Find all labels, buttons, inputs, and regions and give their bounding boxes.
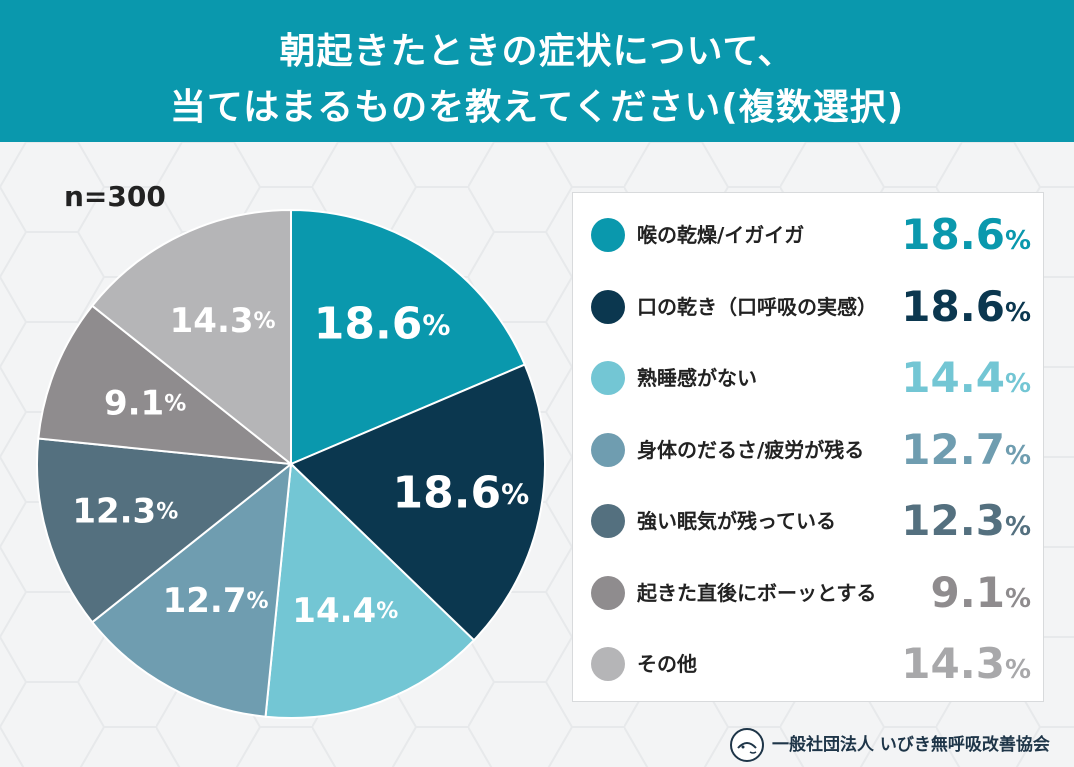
- footer-credit: 一般社団法人 いびき無呼吸改善協会: [730, 728, 1060, 762]
- pie-slice-6: [37, 304, 295, 466]
- pie-slice-label-2: 18.6%: [393, 467, 530, 518]
- pie-slice-7: [90, 208, 292, 467]
- pie-slice-label-5: 12.3%: [72, 491, 178, 531]
- legend-swatch-4: [591, 432, 625, 467]
- legend-value-6: 9.1%: [930, 567, 1031, 617]
- pie-slice-label-3: 14.4%: [292, 590, 398, 630]
- legend-swatch-6: [591, 575, 625, 610]
- legend-panel: 喉の乾燥/イガイガ 18.6% 口の乾き（口呼吸の実感） 18.6% 熟睡感がない 14.…: [572, 192, 1044, 702]
- pie-slice-label-7: 14.3%: [170, 301, 276, 341]
- pie-slice-label-1: 18.6%: [314, 298, 451, 349]
- pie-slice-5: [36, 437, 294, 624]
- sample-size-label: n=300: [64, 180, 166, 213]
- pie-slice-4: [90, 461, 293, 718]
- title-line-2: 当てはまるものを教えてください(複数選択): [169, 87, 905, 128]
- legend-value-7: 14.3%: [901, 639, 1031, 688]
- legend-value-1: 18.6%: [901, 210, 1031, 259]
- legend-item-3: 熟睡感がない 14.4%: [573, 342, 1043, 414]
- legend-item-4: 身体のだるさ/疲労が残る 12.7%: [573, 414, 1043, 486]
- legend-swatch-2: [591, 289, 625, 324]
- pie-slice-1: [290, 208, 527, 466]
- legend-value-4: 12.7%: [901, 424, 1031, 474]
- legend-item-1: 喉の乾燥/イガイガ 18.6%: [573, 199, 1043, 271]
- legend-label-6: 起きた直後にボーッとする: [637, 580, 877, 605]
- header-banner: 朝起きたときの症状について、 当てはまるものを教えてください(複数選択): [0, 0, 1074, 142]
- legend-swatch-5: [591, 504, 625, 538]
- legend-label-7: その他: [637, 652, 697, 676]
- legend-item-6: 起きた直後にボーッとする 9.1%: [573, 557, 1043, 629]
- legend-value-5: 12.3%: [901, 496, 1031, 545]
- legend-label-2: 口の乾き（口呼吸の実感）: [637, 294, 877, 319]
- legend-item-2: 口の乾き（口呼吸の実感） 18.6%: [573, 271, 1043, 343]
- legend-swatch-1: [591, 218, 625, 252]
- pie-slice-label-6: 9.1%: [104, 383, 186, 423]
- sleeping-face-logo-icon: [730, 728, 764, 762]
- legend-value-3: 14.4%: [901, 353, 1031, 402]
- title-line-1: 朝起きたときの症状について、: [279, 31, 795, 72]
- pie-slice-2: [289, 363, 546, 642]
- pie-chart: 18.6% 18.6% 14.4% 12.7% 12.3% 9.1% 14.3%: [36, 208, 546, 720]
- legend-swatch-3: [591, 361, 625, 395]
- legend-label-5: 強い眠気が残っている: [637, 509, 836, 533]
- pie-slice-label-4: 12.7%: [163, 581, 269, 621]
- legend-swatch-7: [591, 647, 625, 681]
- legend-label-3: 熟睡感がない: [637, 366, 757, 390]
- legend-label-1: 喉の乾燥/イガイガ: [637, 223, 805, 247]
- legend-item-7: その他 14.3%: [573, 628, 1043, 700]
- legend-label-4: 身体のだるさ/疲労が残る: [637, 437, 865, 462]
- footer-org-name: 一般社団法人 いびき無呼吸改善協会: [772, 735, 1050, 755]
- legend-item-5: 強い眠気が残っている 12.3%: [573, 485, 1043, 557]
- legend-value-2: 18.6%: [901, 281, 1031, 331]
- pie-slice-3: [264, 461, 476, 720]
